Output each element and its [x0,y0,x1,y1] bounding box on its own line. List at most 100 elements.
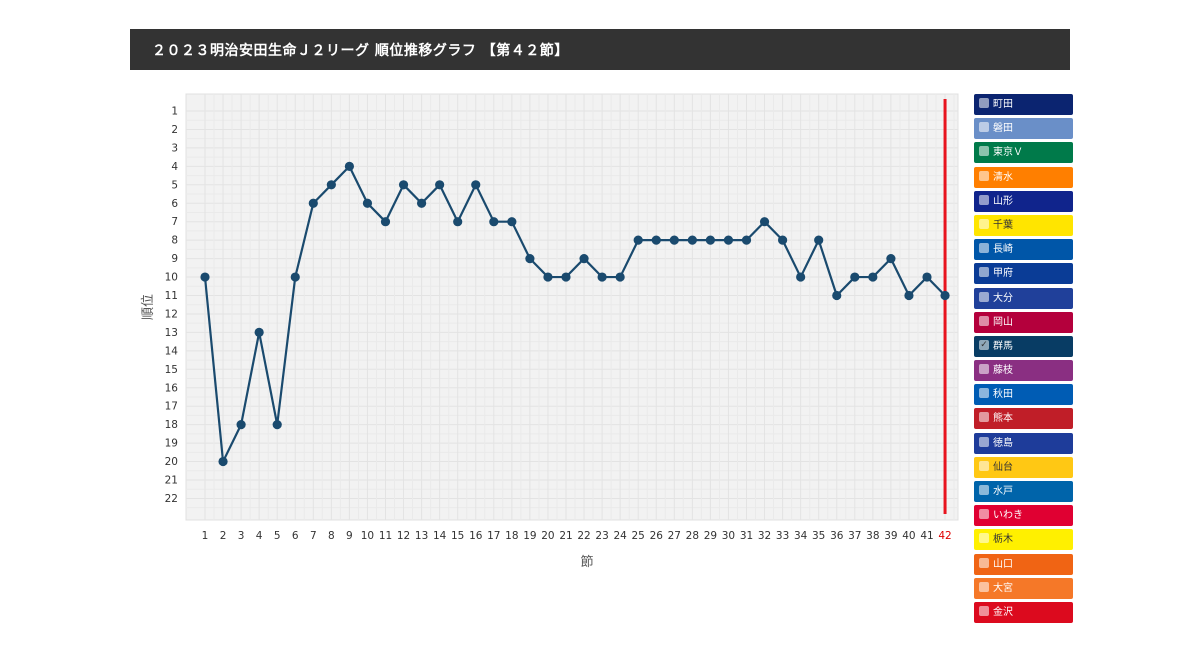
data-point [778,235,788,245]
y-tick-label: 12 [165,308,178,320]
legend-checkbox[interactable]: ✓ [979,339,989,350]
x-tick-label: 3 [238,530,245,542]
legend-item[interactable]: 東京Ｖ [974,142,1073,164]
data-point [687,235,697,245]
legend-label: 大分 [993,292,1013,304]
legend-item[interactable]: 山口 [974,553,1073,575]
legend-item[interactable]: 水戸 [974,481,1073,502]
legend-checkbox[interactable] [979,146,989,157]
legend-item[interactable]: 千葉 [974,214,1073,236]
x-tick-label: 1 [202,530,209,542]
legend-checkbox[interactable] [979,315,989,326]
data-point [868,272,878,282]
x-tick-label: 38 [866,530,879,542]
x-tick-label: 8 [328,530,335,542]
y-tick-label: 2 [171,124,178,136]
legend-checkbox[interactable] [979,581,989,592]
legend-item[interactable]: 岡山 [974,311,1073,333]
legend-checkbox[interactable] [979,218,989,229]
legend-checkbox[interactable] [979,557,989,568]
data-point [525,254,535,264]
legend-checkbox[interactable] [979,509,989,520]
legend-checkbox[interactable] [979,436,989,447]
x-tick-label: 14 [433,530,447,542]
data-point [561,272,571,282]
legend-checkbox[interactable] [979,388,989,399]
legend-checkbox[interactable] [979,267,989,278]
legend-label: 金沢 [993,606,1013,618]
x-tick-label: 33 [776,530,789,542]
legend-label: 磐田 [993,123,1013,135]
legend-item[interactable]: 甲府 [974,263,1073,285]
y-tick-label: 16 [165,382,179,394]
legend-item[interactable]: 磐田 [974,118,1073,140]
legend-item[interactable]: いわき [974,505,1073,527]
legend-checkbox[interactable] [979,412,989,423]
legend-checkbox[interactable] [979,98,989,108]
data-point [922,272,932,282]
legend-item[interactable]: 熊本 [974,408,1073,430]
legend-checkbox[interactable] [979,291,989,302]
y-tick-label: 7 [171,216,178,228]
legend-checkbox[interactable] [979,533,989,544]
data-point [796,272,806,282]
legend-label: 千葉 [993,219,1013,231]
x-tick-label: 4 [256,530,263,542]
legend-checkbox[interactable] [979,122,989,133]
data-point [723,235,734,245]
data-point [236,420,246,430]
x-tick-label: 25 [632,530,645,542]
plot-area [185,93,959,521]
legend-item[interactable]: 大宮 [974,577,1073,599]
y-tick-label: 10 [165,272,178,284]
y-tick-label: 20 [165,456,178,468]
legend-item[interactable]: ✓ 群馬 [974,335,1073,357]
x-tick-label: 11 [379,530,392,542]
x-tick-label: 6 [292,530,299,542]
x-tick-label: 31 [740,530,753,542]
legend-checkbox[interactable] [979,364,989,375]
y-tick-label: 3 [171,142,178,154]
data-point [398,180,409,190]
legend-item[interactable]: 大分 [974,287,1073,309]
data-point [759,217,770,227]
x-tick-label: 40 [902,530,915,542]
data-point [669,235,679,245]
x-tick-label: 21 [559,530,572,542]
legend-checkbox[interactable] [979,170,989,181]
x-tick-label: 12 [397,530,410,542]
legend-item[interactable]: 金沢 [974,601,1073,623]
data-point [489,217,499,227]
y-tick-label: 1 [171,106,178,118]
x-tick-label: 36 [830,530,844,542]
data-point [741,235,752,245]
data-point [254,327,264,337]
legend-item[interactable]: 山形 [974,190,1073,212]
legend-item[interactable]: 栃木 [974,529,1073,551]
y-tick-label: 13 [165,327,178,339]
x-tick-label: 26 [650,530,664,542]
data-point [218,456,228,467]
legend-checkbox[interactable] [979,605,989,616]
y-tick-label: 14 [165,345,179,357]
legend-label: 水戸 [993,486,1013,497]
legend-item[interactable]: 仙台 [974,456,1073,478]
legend-item[interactable]: 町田 [974,94,1073,115]
data-point [705,235,716,245]
legend-item[interactable]: 徳島 [974,432,1073,454]
x-tick-label: 42 [938,530,951,542]
y-tick-label: 9 [171,253,178,265]
legend-checkbox[interactable] [979,485,989,495]
x-tick-label: 29 [704,530,717,542]
x-tick-label: 41 [920,530,933,542]
legend-item[interactable]: 藤枝 [974,360,1073,382]
x-tick-label: 13 [415,530,428,542]
legend-item[interactable]: 清水 [974,166,1073,188]
legend-checkbox[interactable] [979,460,989,471]
legend-item[interactable]: 長崎 [974,239,1073,261]
legend-checkbox[interactable] [979,243,989,254]
legend-checkbox[interactable] [979,194,989,205]
page-title: ２０２３明治安田生命Ｊ２リーグ 順位推移グラフ 【第４２節】 [152,43,569,59]
legend-item[interactable]: 秋田 [974,384,1073,406]
x-tick-label: 9 [346,530,353,542]
